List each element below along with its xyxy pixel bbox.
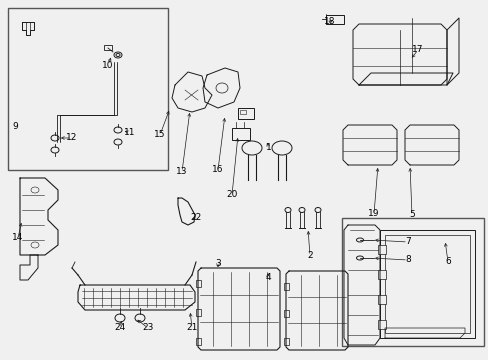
Bar xyxy=(341,218,483,346)
Text: 6: 6 xyxy=(444,257,450,266)
Ellipse shape xyxy=(116,54,120,57)
Text: 19: 19 xyxy=(367,210,379,219)
Bar xyxy=(377,320,385,329)
Text: 16: 16 xyxy=(212,166,224,175)
Ellipse shape xyxy=(31,187,39,193)
Ellipse shape xyxy=(356,256,363,260)
Bar xyxy=(377,245,385,254)
Bar xyxy=(325,15,343,24)
Ellipse shape xyxy=(31,242,39,248)
Ellipse shape xyxy=(115,314,125,322)
Bar xyxy=(284,338,288,345)
Text: 1: 1 xyxy=(265,144,271,153)
Bar xyxy=(284,310,288,317)
Bar xyxy=(377,295,385,304)
Text: 3: 3 xyxy=(215,258,221,267)
Ellipse shape xyxy=(298,207,305,212)
Bar xyxy=(196,309,201,316)
Text: 2: 2 xyxy=(306,252,312,261)
Ellipse shape xyxy=(51,147,59,153)
Ellipse shape xyxy=(242,141,262,155)
Ellipse shape xyxy=(271,141,291,155)
Bar xyxy=(379,230,474,338)
Bar xyxy=(231,128,249,140)
Ellipse shape xyxy=(314,207,320,212)
Ellipse shape xyxy=(51,135,59,141)
Text: 13: 13 xyxy=(176,167,187,176)
Text: 10: 10 xyxy=(102,60,114,69)
Ellipse shape xyxy=(114,52,122,58)
Text: 24: 24 xyxy=(114,324,125,333)
Text: 8: 8 xyxy=(404,256,410,265)
Bar xyxy=(196,338,201,345)
Text: 9: 9 xyxy=(12,122,18,131)
Ellipse shape xyxy=(114,127,122,133)
Bar xyxy=(104,45,112,50)
Bar xyxy=(238,108,253,119)
Bar xyxy=(284,283,288,290)
Text: 12: 12 xyxy=(66,134,78,143)
Bar xyxy=(240,110,245,114)
Text: 18: 18 xyxy=(324,18,335,27)
Text: 17: 17 xyxy=(411,45,423,54)
Text: 14: 14 xyxy=(12,234,23,243)
Text: 20: 20 xyxy=(226,190,237,199)
Text: 21: 21 xyxy=(186,324,197,333)
Text: 7: 7 xyxy=(404,238,410,247)
Text: 4: 4 xyxy=(264,274,270,283)
Ellipse shape xyxy=(114,139,122,145)
Text: 22: 22 xyxy=(190,213,201,222)
Ellipse shape xyxy=(285,207,290,212)
Text: 11: 11 xyxy=(124,129,136,138)
Bar xyxy=(196,280,201,287)
Ellipse shape xyxy=(135,314,145,322)
Ellipse shape xyxy=(356,238,363,242)
Text: 23: 23 xyxy=(142,324,153,333)
Ellipse shape xyxy=(216,83,227,93)
Text: 15: 15 xyxy=(154,130,165,139)
Bar xyxy=(377,270,385,279)
Bar xyxy=(8,8,168,170)
Bar xyxy=(384,235,469,333)
Text: 5: 5 xyxy=(408,211,414,220)
